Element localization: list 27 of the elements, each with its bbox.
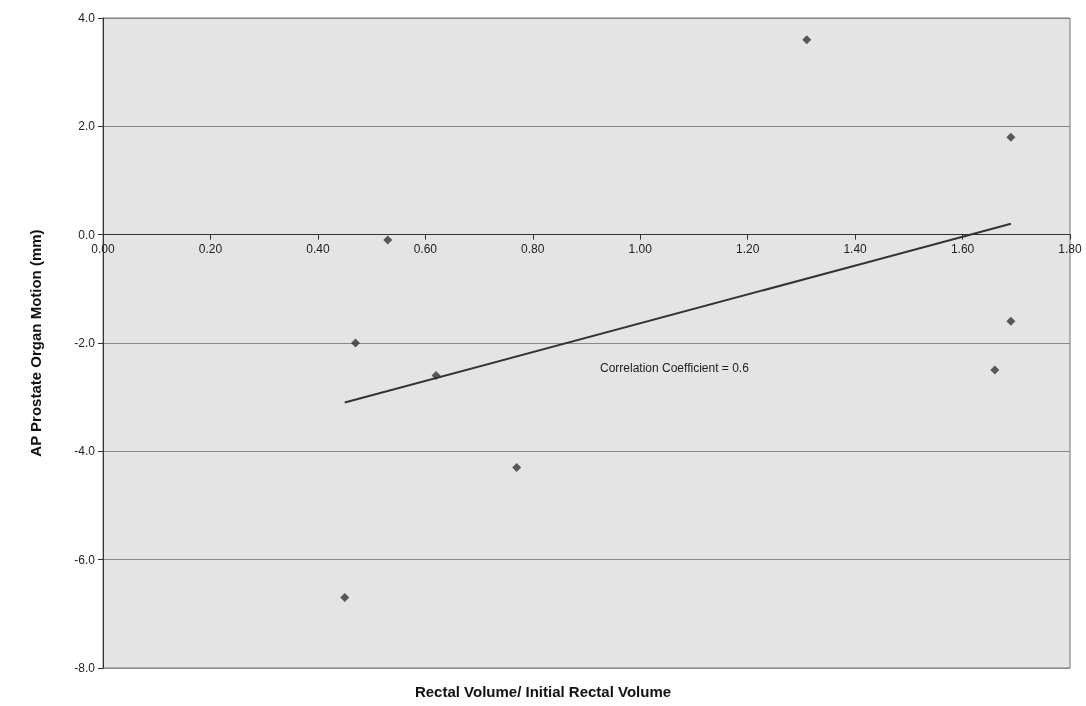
y-tick-label: -4.0 <box>74 444 96 459</box>
y-tick-label: 2.0 <box>78 119 96 134</box>
y-tick-label: 0.0 <box>78 227 96 242</box>
x-tick-label: 0.80 <box>521 241 545 256</box>
x-tick-label: 1.40 <box>843 241 868 256</box>
y-tick-label: -8.0 <box>74 661 96 675</box>
point <box>350 338 360 348</box>
point <box>383 235 393 245</box>
point <box>802 35 812 45</box>
point <box>512 463 522 473</box>
x-tick-label: 0.40 <box>306 241 330 256</box>
point <box>990 365 1000 375</box>
x-tick-label: 0.60 <box>413 241 438 256</box>
point <box>340 593 350 603</box>
point <box>1006 316 1016 326</box>
x-tick-label: 1.20 <box>735 241 760 256</box>
x-tick-label: 1.00 <box>628 241 653 256</box>
x-axis-title: Rectal Volume/ Initial Rectal Volume <box>414 683 672 700</box>
y-tick-label: 4.0 <box>78 11 96 25</box>
x-tick-label: 1.80 <box>1058 241 1082 256</box>
y-tick-label: -2.0 <box>74 336 96 350</box>
x-tick-label: 1.60 <box>950 241 975 256</box>
annotation: Correlation Coefficient = 0.6 <box>600 361 750 375</box>
point <box>1006 132 1016 142</box>
y-axis-title: AP Prostate Organ Motion (mm) <box>27 229 44 457</box>
x-tick-label: 0.20 <box>198 241 223 256</box>
y-tick-label: -6.0 <box>74 552 96 567</box>
